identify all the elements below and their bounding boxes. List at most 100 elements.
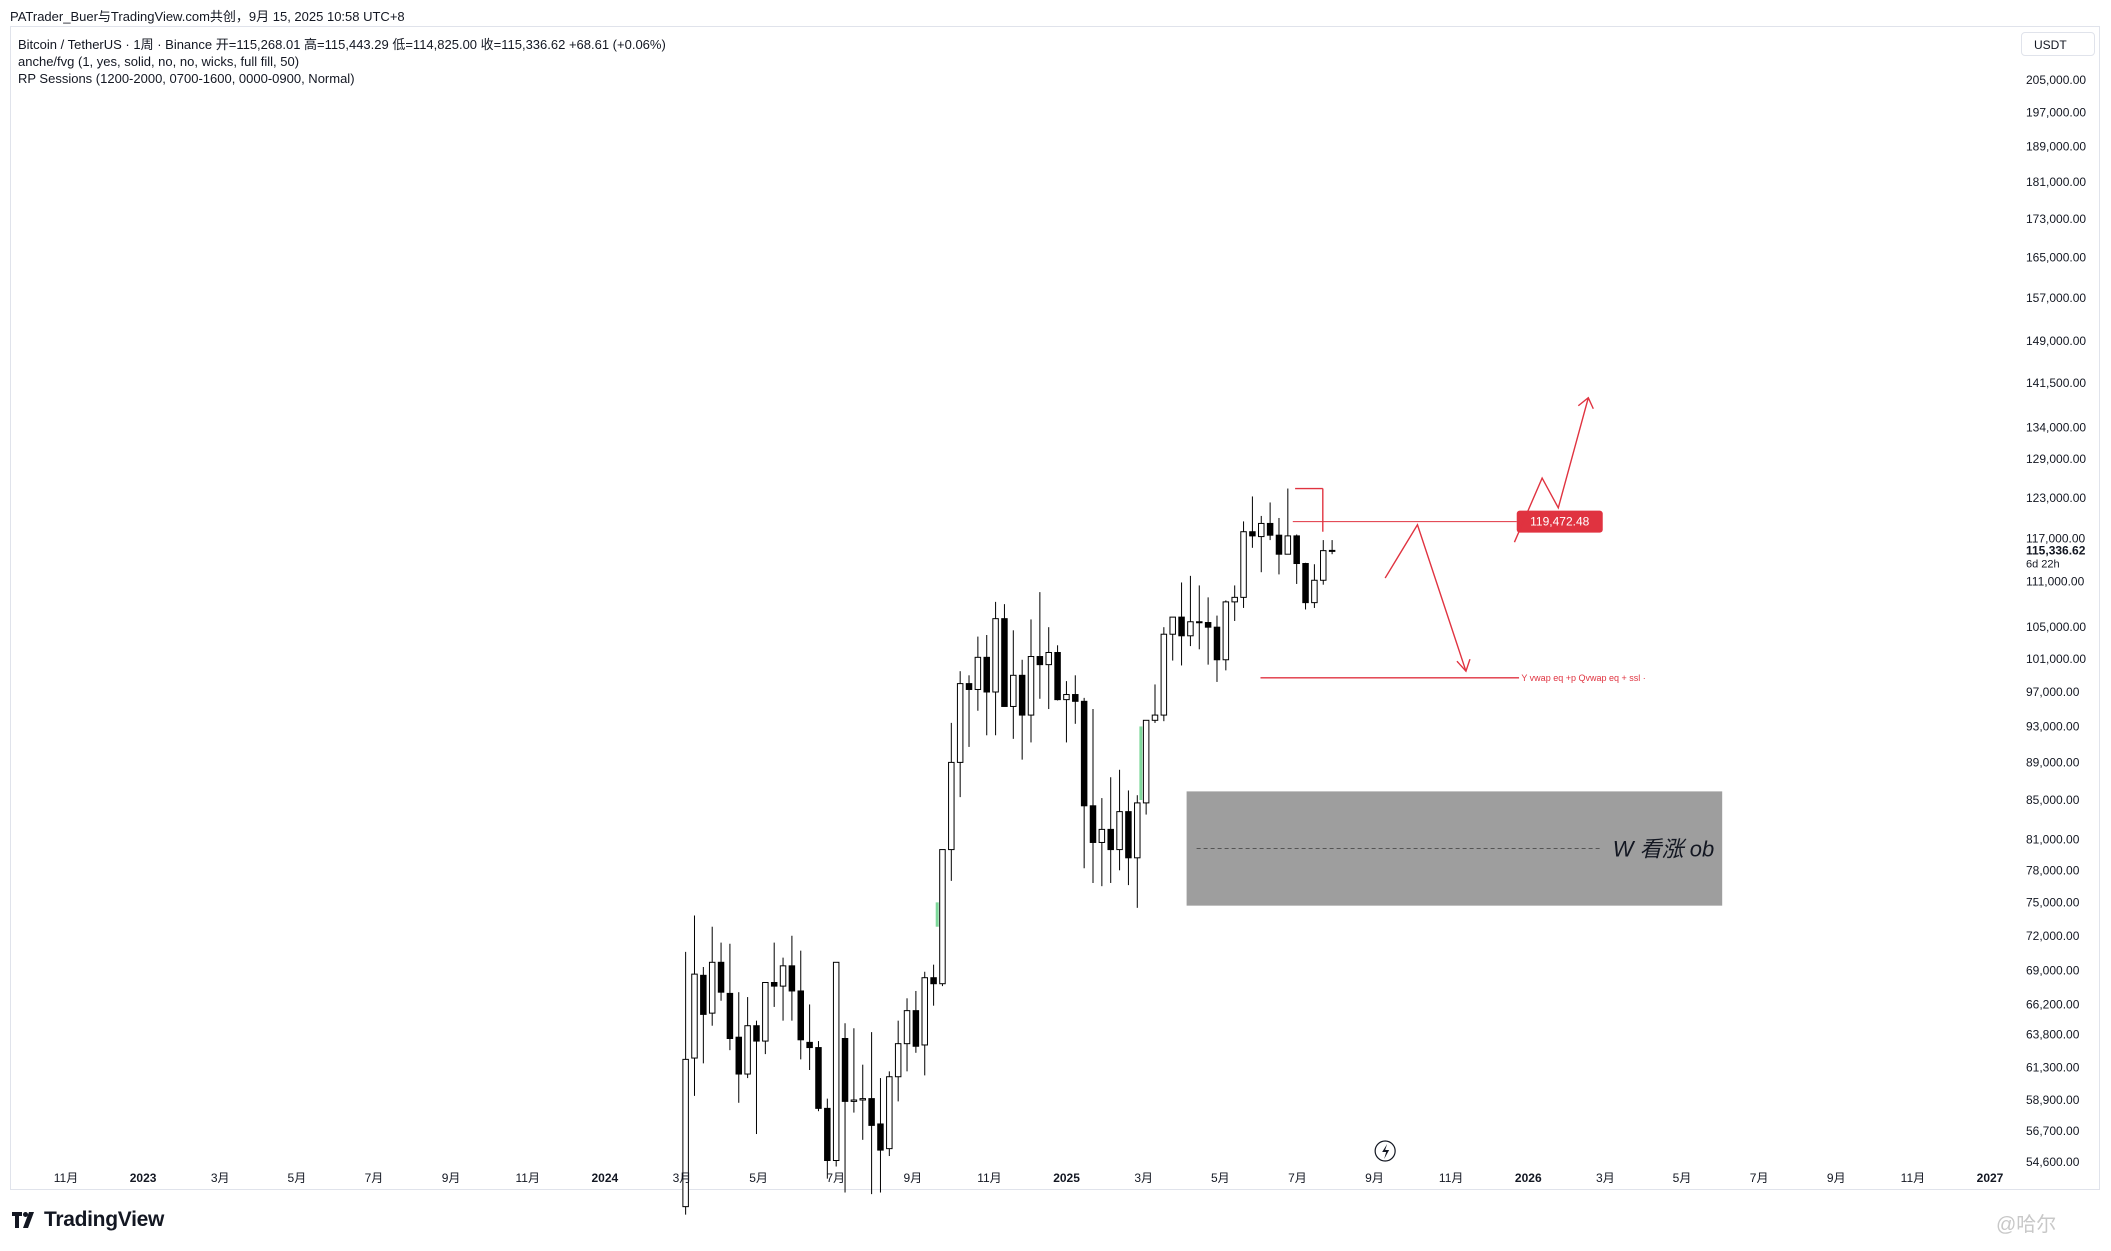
x-tick-label: 11月: [977, 1171, 1001, 1185]
candle-body: [1116, 811, 1123, 851]
candle-body: [1018, 674, 1026, 716]
price-axis: 205,000.00 197,000.00 189,000.00 181,000.00…: [2026, 73, 2086, 1169]
y-tick-label: 181,000.00: [2026, 175, 2086, 189]
y-tick-label: 189,000.00: [2026, 139, 2086, 153]
candle-body: [753, 1025, 760, 1042]
candle-body: [682, 1058, 689, 1208]
x-tick-label: 7月: [826, 1171, 845, 1185]
candle-body: [965, 683, 973, 690]
candle-body: [1010, 674, 1017, 707]
y-tick-label: 75,000.00: [2026, 895, 2080, 909]
candle-body: [1222, 601, 1230, 661]
legend-indicator-fvg[interactable]: anche/fvg (1, yes, solid, no, no, wicks,…: [18, 54, 300, 69]
x-tick-label: 7月: [1288, 1171, 1307, 1185]
x-tick-label: 3月: [1134, 1171, 1153, 1185]
x-tick-label: 2024: [591, 1171, 618, 1185]
candle-body: [1266, 522, 1274, 536]
candle-body: [779, 965, 787, 987]
candle-body: [1054, 651, 1061, 701]
candle-body: [948, 761, 955, 851]
candle-body: [1125, 811, 1132, 859]
candle-body: [1240, 531, 1247, 598]
candle-body: [1036, 656, 1044, 666]
x-tick-label: 9月: [903, 1171, 922, 1185]
replay-icon-bolt: [1382, 1144, 1390, 1159]
candle-body: [1072, 694, 1079, 702]
y-tick-label: 165,000.00: [2026, 251, 2086, 265]
candle-body: [859, 1098, 866, 1101]
candle-body: [1045, 651, 1052, 666]
y-tick-label: 69,000.00: [2026, 964, 2080, 978]
candle-body: [1169, 616, 1176, 635]
y-tick-label: 149,000.00: [2026, 334, 2086, 348]
bar-countdown-label: 6d 22h: [2026, 558, 2060, 570]
y-tick-label: 157,000.00: [2026, 291, 2086, 305]
candle-body: [912, 1010, 920, 1047]
candle-body: [726, 992, 734, 1039]
y-tick-label: 56,700.00: [2026, 1124, 2080, 1138]
tradingview-logo[interactable]: TradingView: [12, 1208, 164, 1232]
x-tick-label: 5月: [1673, 1171, 1692, 1185]
tradingview-wordmark: TradingView: [44, 1208, 165, 1231]
candle-body: [1187, 621, 1194, 637]
candle-body: [841, 1037, 849, 1102]
candle-body: [1151, 714, 1159, 721]
candle-body: [886, 1076, 893, 1150]
candle-body: [939, 849, 946, 985]
y-tick-label: 173,000.00: [2026, 212, 2086, 226]
candle-body: [1302, 563, 1309, 604]
x-tick-label: 2023: [130, 1171, 157, 1185]
tradingview-logo-icon: [12, 1212, 34, 1228]
candle-body: [956, 683, 964, 763]
candle-body: [708, 961, 716, 1014]
price-label-text: 119,472.48: [1530, 515, 1589, 529]
x-tick-label: 11月: [515, 1171, 539, 1185]
time-axis: 11月 2023 3月 5月 7月 9月 11月 2024 3月 5月 7月 9月 11月 2025 3月 5…: [54, 1140, 2004, 1185]
currency-button[interactable]: USDT: [2021, 32, 2095, 56]
y-tick-label: 93,000.00: [2026, 719, 2080, 733]
y-tick-label: 129,000.00: [2026, 452, 2086, 466]
x-tick-label: 3月: [1596, 1171, 1615, 1185]
candle-body: [691, 973, 698, 1059]
x-tick-label: 9月: [1365, 1171, 1384, 1185]
y-tick-label: 205,000.00: [2026, 73, 2086, 87]
x-tick-label: 9月: [442, 1171, 461, 1185]
candle-body: [1089, 805, 1097, 843]
candle-body: [868, 1098, 875, 1126]
chart-caption: PATrader_Buer与TradingView.com共创，9月 15, 2…: [10, 9, 405, 24]
candle-body: [921, 977, 928, 1046]
candle-body: [1204, 622, 1212, 628]
candle-body: [877, 1123, 884, 1151]
legend-indicator-sessions[interactable]: RP Sessions (1200-2000, 0700-1600, 0000-…: [18, 71, 355, 86]
y-tick-label: 141,500.00: [2026, 376, 2086, 390]
author-watermark: @哈尔: [1996, 1214, 2057, 1236]
y-tick-label: 117,000.00: [2026, 532, 2085, 546]
support-label: Y vwap eq +p Qvwap eq + ssl ·: [1521, 673, 1645, 683]
candle-body: [806, 1041, 813, 1049]
x-tick-label: 9月: [1827, 1171, 1846, 1185]
x-tick-label: 2026: [1515, 1171, 1542, 1185]
candle-body: [903, 1010, 911, 1045]
candle-body: [1142, 719, 1150, 804]
y-tick-label: 58,900.00: [2026, 1093, 2080, 1107]
x-tick-label: 5月: [749, 1171, 768, 1185]
chart-frame: [10, 26, 2100, 1190]
replay-icon: [1374, 1140, 1396, 1162]
legend-symbol-line[interactable]: Bitcoin / TetherUS · 1周 · Binance 开=115,…: [18, 37, 666, 52]
candle-body: [700, 974, 707, 1015]
x-tick-label: 3月: [673, 1171, 692, 1185]
x-tick-label: 11月: [54, 1171, 78, 1185]
y-tick-label: 105,000.00: [2026, 620, 2086, 634]
candle-body: [1134, 802, 1141, 859]
current-price-label: 115,336.62: [2026, 543, 2086, 557]
candle-body: [1311, 579, 1318, 604]
candle-body: [788, 965, 796, 992]
y-tick-label: 89,000.00: [2026, 755, 2080, 769]
y-tick-label: 197,000.00: [2026, 106, 2086, 120]
candle-body: [992, 618, 999, 693]
fvg-highlight: [1139, 726, 1143, 801]
candle-body: [744, 1025, 751, 1075]
candle-body: [1284, 535, 1292, 555]
candle-body: [1320, 550, 1327, 581]
